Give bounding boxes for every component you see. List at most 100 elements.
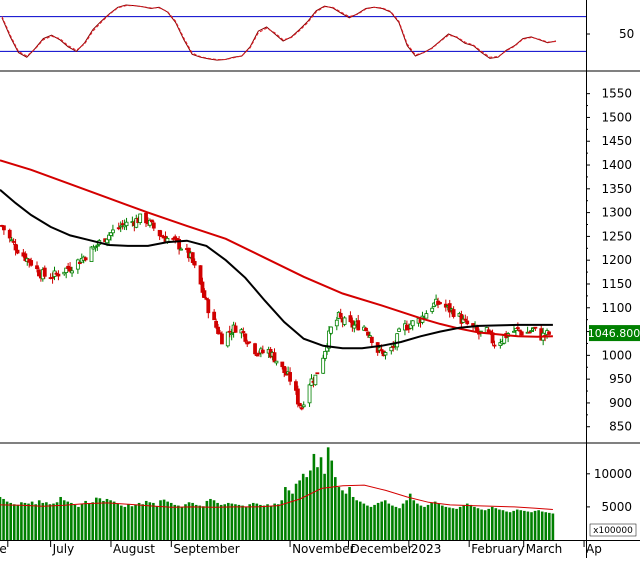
candle-body bbox=[243, 333, 248, 342]
candle-body bbox=[75, 259, 80, 270]
candle-body bbox=[366, 331, 370, 336]
volume-bar bbox=[255, 503, 259, 540]
volume-bar bbox=[508, 512, 512, 540]
volume-bar bbox=[480, 509, 483, 540]
volume-bar bbox=[398, 508, 401, 540]
candle-body bbox=[424, 313, 429, 319]
volume-bar bbox=[55, 502, 59, 540]
candle-body bbox=[13, 243, 18, 251]
volume-bar bbox=[273, 503, 276, 540]
candle-body bbox=[120, 223, 125, 226]
volume-bar bbox=[212, 500, 216, 540]
candle-body bbox=[383, 352, 388, 356]
candle-body bbox=[260, 349, 265, 354]
candle-body bbox=[214, 320, 218, 328]
time-tick-label: August bbox=[113, 542, 155, 556]
volume-bar bbox=[326, 447, 330, 540]
stochastic-tick-label: 50 bbox=[619, 27, 634, 41]
candle-body bbox=[138, 213, 143, 223]
candle-body bbox=[229, 333, 234, 336]
candle-body bbox=[255, 354, 259, 357]
candle-body bbox=[179, 248, 183, 251]
volume-bar bbox=[48, 504, 52, 540]
volume-bar bbox=[109, 500, 112, 540]
volume-bar bbox=[205, 500, 209, 540]
candle-body bbox=[37, 269, 41, 277]
volume-bar bbox=[483, 510, 487, 540]
candle-body bbox=[272, 352, 277, 363]
volume-unit-box bbox=[589, 523, 637, 537]
price-tick-label: 900 bbox=[609, 396, 632, 410]
volume-bar bbox=[269, 506, 273, 540]
candle-body bbox=[241, 331, 246, 334]
volume-bar bbox=[309, 470, 312, 540]
time-tick-label: November bbox=[292, 542, 354, 556]
moving-average-long-line bbox=[0, 159, 553, 338]
volume-bar bbox=[362, 503, 366, 540]
candle-body bbox=[192, 261, 197, 266]
price-tick-label: 1300 bbox=[601, 206, 632, 220]
volume-bar bbox=[394, 506, 398, 540]
candle-body bbox=[200, 281, 205, 293]
volume-bar bbox=[287, 490, 291, 540]
volume-bar bbox=[191, 502, 194, 540]
moving-average-short-line bbox=[0, 189, 553, 350]
candle-body bbox=[7, 229, 12, 239]
volume-bar bbox=[433, 501, 437, 540]
price-tick-label: 1100 bbox=[601, 301, 632, 315]
volume-bar bbox=[41, 502, 45, 540]
volume-bar bbox=[469, 504, 473, 540]
volume-bar bbox=[230, 503, 234, 540]
candle-body bbox=[83, 257, 88, 261]
candle-body bbox=[35, 265, 39, 270]
volume-bar bbox=[501, 510, 505, 540]
candle-body bbox=[42, 267, 47, 277]
candle-body bbox=[173, 236, 178, 239]
candle-body bbox=[352, 324, 357, 329]
volume-bar bbox=[162, 499, 166, 540]
candle-body bbox=[70, 270, 74, 274]
volume-bar bbox=[544, 512, 548, 540]
candle-body bbox=[109, 232, 113, 236]
volume-bar bbox=[298, 480, 301, 540]
candle-body bbox=[116, 227, 121, 230]
volume-bar bbox=[59, 496, 62, 540]
volume-tick-label: 5000 bbox=[601, 500, 632, 514]
candle-body bbox=[247, 341, 252, 344]
volume-bar bbox=[341, 490, 344, 540]
volume-bar bbox=[66, 501, 70, 540]
volume-bar bbox=[137, 502, 141, 540]
volume-bar bbox=[177, 505, 180, 540]
candle-body bbox=[274, 360, 279, 364]
candle-body bbox=[438, 302, 442, 305]
volume-bar bbox=[344, 493, 348, 540]
candle-body bbox=[342, 317, 347, 325]
price-tick-label: 1550 bbox=[601, 87, 632, 101]
price-tick-label: 1350 bbox=[601, 182, 632, 196]
volume-bar bbox=[358, 501, 362, 540]
volume-bar bbox=[259, 504, 262, 540]
volume-bar bbox=[102, 500, 105, 540]
volume-unit-label: x100000 bbox=[593, 526, 633, 536]
candle-body bbox=[111, 229, 115, 234]
candle-body bbox=[233, 325, 238, 333]
candle-body bbox=[301, 404, 306, 408]
volume-bar bbox=[319, 457, 323, 540]
volume-bar bbox=[548, 512, 551, 540]
candle-body bbox=[202, 290, 207, 298]
last-price-box bbox=[589, 325, 640, 342]
volume-bar bbox=[9, 502, 13, 540]
candle-body bbox=[379, 349, 384, 352]
candle-body bbox=[206, 299, 211, 314]
candle-body bbox=[313, 374, 318, 386]
volume-bar bbox=[166, 501, 169, 540]
volume-bar bbox=[148, 502, 152, 540]
candle-body bbox=[364, 327, 368, 332]
volume-bar bbox=[2, 498, 5, 540]
volume-bar bbox=[241, 505, 244, 540]
volume-bar bbox=[244, 506, 248, 540]
volume-bar bbox=[87, 503, 91, 540]
price-tick-label: 850 bbox=[609, 420, 632, 434]
price-tick-label: 1150 bbox=[601, 277, 632, 291]
volume-bar bbox=[526, 511, 530, 540]
